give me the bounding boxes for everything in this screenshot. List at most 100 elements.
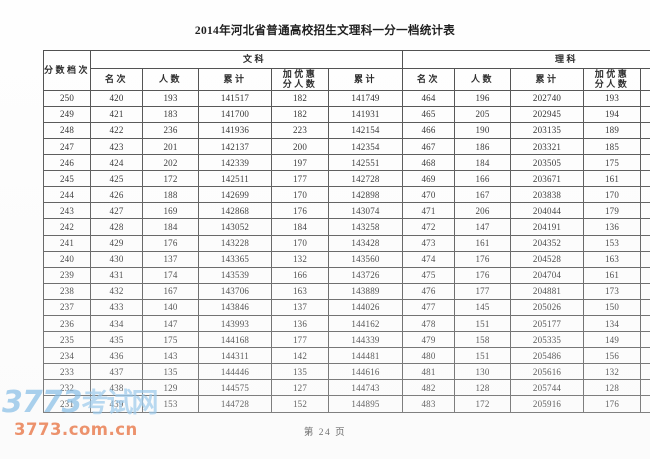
table-row: 2474232011421372001423544671862033211852… bbox=[43, 137, 650, 156]
cell-li-rank: 466 bbox=[402, 121, 456, 139]
cell-li-count: 184 bbox=[454, 154, 512, 172]
cell-li-accum: 203505 bbox=[510, 154, 585, 172]
cell-li-rank: 480 bbox=[402, 347, 456, 365]
cell-wen-bonus-accum: 143428 bbox=[327, 234, 404, 252]
cell-wen-rank: 435 bbox=[90, 331, 143, 349]
cell-wen-bonus: 197 bbox=[271, 154, 329, 172]
cell-wen-count: 183 bbox=[142, 105, 199, 123]
cell-wen-bonus-accum: 142154 bbox=[327, 121, 404, 139]
cell-li-count: 130 bbox=[454, 363, 512, 381]
cell-li-bonus-accum: 205794 bbox=[640, 363, 650, 381]
cell-li-bonus-accum: 205506 bbox=[640, 331, 650, 349]
cell-li-bonus: 134 bbox=[583, 314, 642, 333]
cell-score-band: 235 bbox=[43, 331, 91, 349]
cell-li-rank: 471 bbox=[402, 202, 456, 220]
cell-wen-rank: 433 bbox=[90, 298, 143, 317]
cell-wen-rank: 429 bbox=[90, 234, 143, 252]
cell-li-count: 186 bbox=[454, 137, 512, 156]
cell-wen-bonus: 127 bbox=[271, 379, 329, 397]
table-body: 250 420 193 141517 182 141749 464 196 202740 193 2… bbox=[43, 89, 650, 413]
cell-wen-rank: 423 bbox=[90, 137, 143, 156]
cell-wen-bonus: 152 bbox=[271, 395, 329, 413]
cell-wen-count: 153 bbox=[142, 395, 199, 413]
cell-li-accum: 203671 bbox=[510, 170, 585, 188]
cell-wen-count: 184 bbox=[142, 218, 199, 236]
cell-li-accum: 204352 bbox=[510, 234, 585, 252]
table-header: 分数档次 文科 理科 名次 人数 累计 加优惠 分人数 累计 名次 人数 累计 bbox=[43, 50, 650, 91]
cell-wen-rank: 431 bbox=[90, 266, 143, 284]
cell-wen-bonus-accum: 144162 bbox=[327, 314, 404, 333]
page-title: 2014年河北省普通高校招生文理科一分一档统计表 bbox=[194, 25, 456, 37]
cell-wen-count: 201 bbox=[142, 137, 199, 156]
cell-wen-accum: 142868 bbox=[198, 202, 272, 220]
cell-wen-rank: 427 bbox=[90, 202, 143, 220]
cell-li-rank: 472 bbox=[402, 218, 456, 236]
cell-wen-rank: 439 bbox=[90, 395, 143, 413]
cell-wen-bonus: 170 bbox=[271, 186, 329, 204]
cell-wen-count: 137 bbox=[142, 250, 199, 268]
cell-wen-bonus: 163 bbox=[271, 282, 329, 300]
cell-wen-accum: 143846 bbox=[198, 298, 272, 317]
cell-wen-accum: 142699 bbox=[198, 186, 272, 204]
cell-score-band: 233 bbox=[43, 363, 91, 381]
cell-wen-count: 147 bbox=[142, 314, 199, 333]
cell-li-accum: 204044 bbox=[510, 202, 585, 220]
cell-li-bonus-accum: 204423 bbox=[640, 218, 650, 236]
cell-li-bonus-accum: 205073 bbox=[640, 282, 650, 300]
cell-li-count: 128 bbox=[454, 379, 512, 397]
cell-li-bonus-accum: 203602 bbox=[640, 137, 650, 156]
cell-wen-bonus-accum: 143726 bbox=[327, 266, 404, 284]
cell-wen-bonus: 184 bbox=[271, 218, 329, 236]
cell-wen-count: 129 bbox=[142, 379, 199, 397]
cell-wen-count: 174 bbox=[142, 266, 199, 284]
cell-score-band: 249 bbox=[43, 105, 91, 123]
table-row: 2504201931415171821417494641962027401932… bbox=[43, 89, 650, 107]
cell-li-bonus-accum: 203777 bbox=[640, 154, 650, 172]
cell-li-bonus: 161 bbox=[583, 170, 642, 188]
cell-wen-bonus-accum: 144481 bbox=[327, 347, 404, 365]
cell-wen-bonus-accum: 143258 bbox=[327, 218, 404, 236]
header-wen-bonus-line2: 分人数 bbox=[282, 79, 318, 90]
cell-li-rank: 475 bbox=[402, 266, 456, 284]
cell-wen-bonus-accum: 142898 bbox=[327, 186, 404, 204]
cell-li-accum: 205486 bbox=[510, 347, 585, 365]
cell-li-accum: 205335 bbox=[510, 331, 585, 349]
cell-li-accum: 203838 bbox=[510, 186, 585, 204]
header-score-band: 分数档次 bbox=[43, 50, 91, 91]
cell-li-accum: 205177 bbox=[510, 314, 585, 333]
cell-wen-count: 202 bbox=[142, 154, 199, 172]
cell-wen-bonus-accum: 144026 bbox=[327, 298, 404, 317]
cell-li-bonus: 170 bbox=[583, 186, 642, 204]
header-wen-count: 人数 bbox=[142, 68, 199, 91]
cell-li-accum: 204191 bbox=[510, 218, 585, 236]
header-wen-accum: 累计 bbox=[198, 68, 272, 91]
cell-wen-count: 188 bbox=[142, 186, 199, 204]
cell-wen-rank: 420 bbox=[90, 89, 143, 107]
header-li-bonus-line2: 分人数 bbox=[594, 79, 630, 90]
cell-li-count: 196 bbox=[454, 89, 512, 107]
header-li-bonus-line1: 加优惠 bbox=[594, 69, 630, 79]
cell-score-band: 238 bbox=[43, 282, 91, 300]
cell-wen-count: 167 bbox=[142, 282, 199, 300]
cell-li-accum: 204528 bbox=[510, 250, 585, 268]
cell-score-band: 234 bbox=[43, 347, 91, 365]
cell-li-bonus: 149 bbox=[583, 331, 642, 349]
cell-score-band: 250 bbox=[43, 89, 91, 107]
cell-wen-count: 135 bbox=[142, 363, 199, 381]
cell-li-rank: 464 bbox=[402, 89, 456, 107]
cell-li-bonus: 161 bbox=[583, 266, 642, 284]
cell-score-band: 243 bbox=[43, 202, 91, 220]
cell-wen-count: 143 bbox=[142, 347, 199, 365]
cell-score-band: 232 bbox=[43, 379, 91, 397]
cell-wen-accum: 143228 bbox=[198, 234, 272, 252]
cell-li-rank: 481 bbox=[402, 363, 456, 381]
cell-wen-bonus: 223 bbox=[271, 121, 329, 139]
table-row: 2444261881426991701428984701672038381702… bbox=[43, 186, 650, 204]
cell-li-count: 145 bbox=[454, 298, 512, 317]
cell-score-band: 236 bbox=[43, 314, 91, 333]
cell-wen-rank: 428 bbox=[90, 218, 143, 236]
cell-wen-bonus-accum: 143560 bbox=[327, 250, 404, 268]
page-number-footer: 第 24 页 bbox=[303, 428, 347, 438]
table-row: 2374331401438461371440264771452050261502… bbox=[43, 298, 650, 317]
cell-li-rank: 477 bbox=[402, 298, 456, 317]
